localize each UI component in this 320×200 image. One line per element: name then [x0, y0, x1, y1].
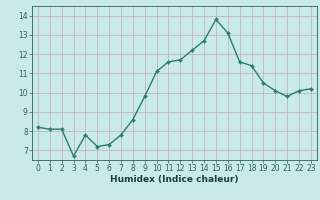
- X-axis label: Humidex (Indice chaleur): Humidex (Indice chaleur): [110, 175, 239, 184]
